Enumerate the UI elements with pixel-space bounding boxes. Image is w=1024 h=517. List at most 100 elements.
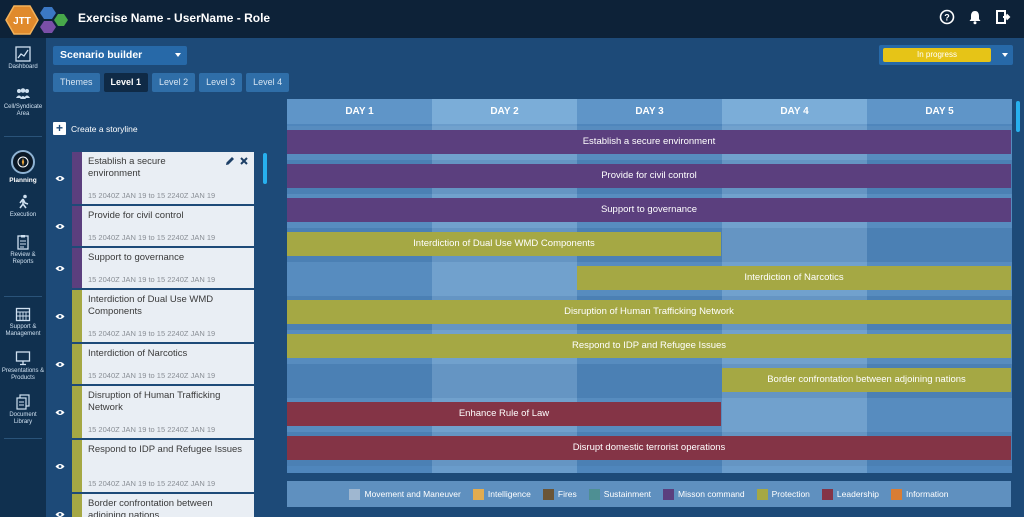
storyline-card[interactable]: Respond to IDP and Refugee Issues 15 2040… bbox=[82, 440, 254, 492]
legend-item: Fires bbox=[542, 488, 577, 500]
tab-level-2[interactable]: Level 2 bbox=[152, 73, 196, 92]
scenario-dropdown[interactable]: Scenario builder bbox=[53, 46, 187, 65]
grid-cell bbox=[577, 364, 722, 398]
storyline-color-stripe bbox=[72, 206, 82, 246]
storyline-item[interactable]: Disruption of Human Trafficking Network 1… bbox=[48, 386, 254, 438]
logo-text: JTT bbox=[13, 16, 31, 27]
visibility-toggle[interactable] bbox=[48, 248, 72, 288]
legend-label: Protection bbox=[771, 489, 810, 499]
nav-cell-syndicate-area[interactable]: Cell/Syndicate Area bbox=[0, 86, 46, 118]
storyline-item[interactable]: Support to governance 15 2040Z JAN 19 to … bbox=[48, 248, 254, 288]
visibility-toggle[interactable] bbox=[48, 494, 72, 517]
nav-label: Dashboard bbox=[8, 64, 38, 70]
visibility-toggle[interactable] bbox=[48, 386, 72, 438]
storyline-bar[interactable]: Enhance Rule of Law bbox=[287, 402, 721, 426]
help-icon[interactable]: ? bbox=[938, 8, 956, 26]
visibility-toggle[interactable] bbox=[48, 344, 72, 384]
nav-label: Review & Reports bbox=[10, 252, 36, 265]
notification-bell-icon[interactable] bbox=[966, 8, 984, 26]
edit-pencil-icon[interactable] bbox=[225, 156, 235, 166]
storyline-color-stripe bbox=[72, 290, 82, 342]
storyline-title: Support to governance bbox=[88, 252, 185, 263]
grid-cell bbox=[722, 228, 867, 262]
storyline-item[interactable]: Respond to IDP and Refugee Issues 15 2040… bbox=[48, 440, 254, 492]
day-header: DAY 1 bbox=[287, 99, 432, 124]
visibility-toggle[interactable] bbox=[48, 440, 72, 492]
legend-swatch bbox=[588, 488, 600, 500]
storyline-title: Disruption of Human Trafficking Network bbox=[88, 390, 221, 413]
storyline-bar[interactable]: Disrupt domestic terrorist operations bbox=[287, 436, 1011, 460]
storyline-bar[interactable]: Support to governance bbox=[287, 198, 1011, 222]
legend-item: Movement and Maneuver bbox=[349, 488, 461, 500]
storyline-item[interactable]: Establish a secure environment 15 2040Z J… bbox=[48, 152, 254, 204]
storyline-card[interactable]: Establish a secure environment 15 2040Z J… bbox=[82, 152, 254, 204]
storyline-bar[interactable]: Interdiction of Narcotics bbox=[577, 266, 1011, 290]
nav-execution[interactable]: Execution bbox=[0, 194, 46, 219]
nav-document-library[interactable]: Document Library bbox=[0, 394, 46, 426]
storyline-title: Interdiction of Dual Use WMD Components bbox=[88, 294, 214, 317]
timeline-grid: DAY 1 DAY 2 DAY 3 DAY 4 DAY 5 Establish a sec… bbox=[287, 99, 1012, 473]
eye-icon bbox=[55, 361, 65, 367]
nav-dashboard[interactable]: Dashboard bbox=[0, 46, 46, 71]
visibility-toggle[interactable] bbox=[48, 206, 72, 246]
storyline-bar[interactable]: Border confrontation between adjoining n… bbox=[722, 368, 1011, 392]
documents-icon bbox=[16, 394, 30, 410]
storyline-card[interactable]: Provide for civil control 15 2040Z JAN 19… bbox=[82, 206, 254, 246]
eye-icon bbox=[55, 409, 65, 415]
status-badge: In progress bbox=[883, 48, 991, 62]
top-bar: JTT Exercise Name - UserName - Role ? bbox=[0, 0, 1024, 38]
legend-label: Fires bbox=[557, 489, 577, 499]
logout-icon[interactable] bbox=[994, 8, 1012, 26]
grid-cell bbox=[287, 262, 432, 296]
eye-icon bbox=[55, 265, 65, 271]
visibility-toggle[interactable] bbox=[48, 290, 72, 342]
tab-level-4[interactable]: Level 4 bbox=[246, 73, 290, 92]
legend-swatch bbox=[663, 488, 675, 500]
storyline-bar[interactable]: Provide for civil control bbox=[287, 164, 1011, 188]
nav-presentations-products[interactable]: Presentations & Products bbox=[0, 350, 46, 382]
storyline-item[interactable]: Interdiction of Narcotics 15 2040Z JAN 19… bbox=[48, 344, 254, 384]
dashboard-icon bbox=[15, 46, 31, 62]
storyline-item[interactable]: Interdiction of Dual Use WMD Components 1… bbox=[48, 290, 254, 342]
storyline-card[interactable]: Disruption of Human Trafficking Network 1… bbox=[82, 386, 254, 438]
legend-item: Protection bbox=[756, 488, 810, 500]
status-dropdown[interactable]: In progress bbox=[879, 45, 1013, 65]
storyline-dates: 15 2040Z JAN 19 to 15 2240Z JAN 19 bbox=[88, 275, 216, 284]
storyline-bar[interactable]: Establish a secure environment bbox=[287, 130, 1011, 154]
storyline-card[interactable]: Interdiction of Narcotics 15 2040Z JAN 19… bbox=[82, 344, 254, 384]
calendar-grid-icon bbox=[15, 307, 31, 322]
create-storyline-button[interactable]: + Create a storyline bbox=[53, 122, 138, 135]
app-title: Exercise Name - UserName - Role bbox=[78, 11, 271, 25]
list-scrollbar[interactable] bbox=[263, 153, 267, 184]
storyline-bar[interactable]: Interdiction of Dual Use WMD Components bbox=[287, 232, 721, 256]
storyline-card[interactable]: Interdiction of Dual Use WMD Components 1… bbox=[82, 290, 254, 342]
tab-level-1[interactable]: Level 1 bbox=[103, 73, 149, 92]
legend-swatch bbox=[542, 488, 554, 500]
visibility-toggle[interactable] bbox=[48, 152, 72, 204]
tab-level-3[interactable]: Level 3 bbox=[199, 73, 243, 92]
left-sidebar: Dashboard Cell/Syndicate Area Planning E… bbox=[0, 38, 46, 517]
nav-review-reports[interactable]: Review & Reports bbox=[0, 234, 46, 266]
storyline-title: Establish a secure environment bbox=[88, 156, 166, 179]
legend-label: Leadership bbox=[836, 489, 879, 499]
storyline-title: Interdiction of Narcotics bbox=[88, 348, 188, 359]
level-tabs: Themes Level 1 Level 2 Level 3 Level 4 bbox=[53, 73, 290, 92]
storyline-bar[interactable]: Disruption of Human Trafficking Network bbox=[287, 300, 1011, 324]
nav-planning[interactable]: Planning bbox=[0, 150, 46, 185]
legend-item: Intelligence bbox=[472, 488, 531, 500]
close-icon[interactable] bbox=[239, 156, 249, 166]
storyline-item[interactable]: Provide for civil control 15 2040Z JAN 19… bbox=[48, 206, 254, 246]
tab-themes[interactable]: Themes bbox=[53, 73, 100, 92]
jtt-logo[interactable]: JTT bbox=[4, 4, 70, 36]
day-header: DAY 5 bbox=[867, 99, 1012, 124]
storyline-color-stripe bbox=[72, 440, 82, 492]
legend-item: Sustainment bbox=[588, 488, 651, 500]
storyline-card[interactable]: Support to governance 15 2040Z JAN 19 to … bbox=[82, 248, 254, 288]
storyline-item[interactable]: Border confrontation between adjoining n… bbox=[48, 494, 254, 517]
storyline-card[interactable]: Border confrontation between adjoining n… bbox=[82, 494, 254, 517]
storyline-dates: 15 2040Z JAN 19 to 15 2240Z JAN 19 bbox=[88, 233, 216, 242]
plus-icon: + bbox=[53, 122, 66, 135]
timeline-scrollbar[interactable] bbox=[1016, 101, 1020, 132]
storyline-bar[interactable]: Respond to IDP and Refugee Issues bbox=[287, 334, 1011, 358]
nav-support-management[interactable]: Support & Management bbox=[0, 306, 46, 338]
